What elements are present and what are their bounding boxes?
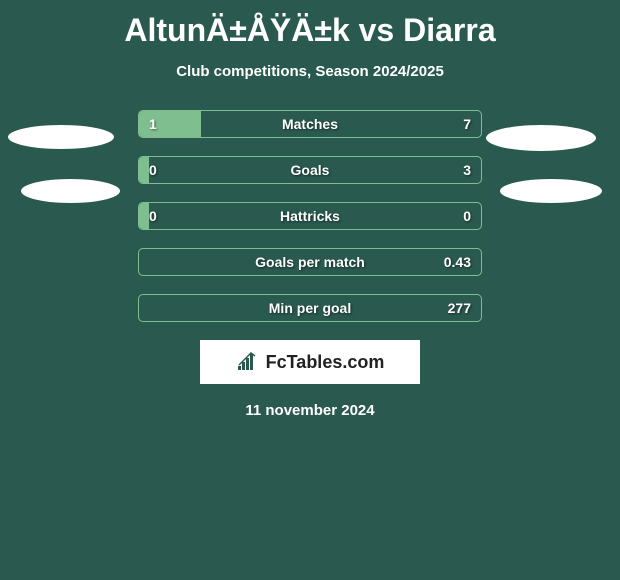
stat-label: Matches: [282, 116, 338, 132]
decorative-ellipse: [486, 125, 596, 151]
stat-label: Goals per match: [255, 254, 365, 270]
stat-label: Hattricks: [280, 208, 340, 224]
subtitle: Club competitions, Season 2024/2025: [0, 63, 620, 80]
stat-label: Goals: [291, 162, 330, 178]
stat-left-value: 1: [149, 116, 157, 132]
stat-label: Min per goal: [269, 300, 351, 316]
stat-fill: [139, 203, 149, 229]
stat-left-value: 0: [149, 208, 157, 224]
stat-row: 0 Hattricks 0: [138, 202, 482, 230]
chart-icon: [236, 352, 262, 372]
stat-row: Goals per match 0.43: [138, 248, 482, 276]
decorative-ellipse: [500, 179, 602, 203]
stat-right-value: 277: [448, 300, 471, 316]
stat-row: Min per goal 277: [138, 294, 482, 322]
stat-right-value: 7: [463, 116, 471, 132]
stat-fill: [139, 157, 149, 183]
stat-right-value: 3: [463, 162, 471, 178]
decorative-ellipse: [8, 125, 114, 149]
page-title: AltunÄ±ÅŸÄ±k vs Diarra: [0, 0, 620, 49]
date-label: 11 november 2024: [0, 402, 620, 419]
stat-row: 0 Goals 3: [138, 156, 482, 184]
logo-box: FcTables.com: [200, 340, 420, 384]
stat-right-value: 0: [463, 208, 471, 224]
stat-left-value: 0: [149, 162, 157, 178]
stat-row: 1 Matches 7: [138, 110, 482, 138]
stat-right-value: 0.43: [444, 254, 471, 270]
decorative-ellipse: [21, 179, 120, 203]
logo-text: FcTables.com: [266, 352, 385, 373]
